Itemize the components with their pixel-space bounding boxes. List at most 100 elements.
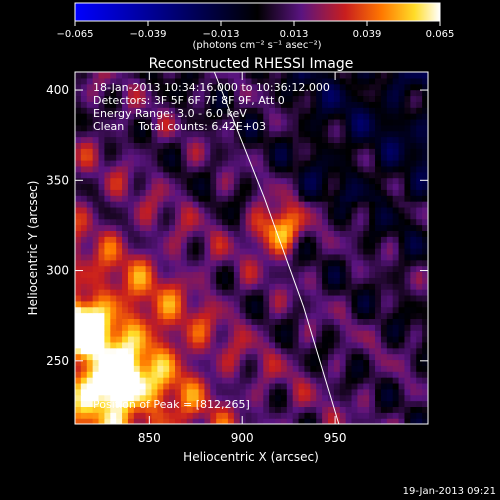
heatmap-cell [239, 242, 247, 249]
heatmap-cell [75, 312, 82, 319]
heatmap-cell [245, 306, 253, 314]
heatmap-cell [98, 77, 106, 85]
heatmap-cell [269, 388, 276, 396]
heatmap-cell [357, 300, 364, 308]
heatmap-cell [304, 83, 311, 91]
heatmap-cell [263, 242, 270, 249]
heatmap-cell [269, 312, 276, 319]
heatmap-cell [304, 382, 311, 390]
heatmap-cell [163, 248, 170, 255]
heatmap-cell [110, 165, 117, 173]
heatmap-cell [210, 171, 217, 179]
heatmap-cell [351, 224, 358, 231]
heatmap-cell [275, 171, 282, 179]
heatmap-cell [422, 377, 428, 384]
heatmap-cell [410, 341, 417, 349]
heatmap-cell [80, 347, 88, 355]
heatmap-cell [327, 130, 335, 138]
heatmap-cell [186, 154, 194, 161]
heatmap-cell [92, 353, 100, 361]
heatmap-cell [304, 236, 311, 243]
heatmap-cell [192, 136, 200, 143]
heatmap-cell [175, 248, 182, 255]
heatmap-cell [86, 72, 94, 79]
heatmap-cell [263, 206, 270, 214]
heatmap-cell [316, 418, 323, 424]
heatmap-cell [216, 77, 223, 85]
heatmap-cell [327, 412, 335, 419]
heatmap-cell [169, 253, 176, 261]
heatmap-cell [410, 324, 417, 331]
heatmap-cell [257, 130, 264, 138]
heatmap-cell [127, 95, 135, 102]
heatmap-cell [422, 312, 428, 319]
heatmap-cell [410, 177, 417, 185]
heatmap-cell [410, 336, 417, 343]
heatmap-cell [239, 148, 247, 155]
heatmap-cell [216, 148, 223, 155]
heatmap-cell [386, 189, 394, 196]
heatmap-cell [139, 371, 147, 378]
heatmap-cell [386, 230, 394, 237]
heatmap-cell [275, 183, 282, 190]
heatmap-cell [286, 324, 294, 331]
heatmap-cell [327, 242, 335, 249]
heatmap-cell [180, 289, 188, 296]
heatmap-cell [351, 259, 358, 267]
heatmap-cell [210, 230, 217, 237]
heatmap-cell [198, 382, 206, 390]
heatmap-cell [422, 118, 428, 126]
heatmap-cell [286, 130, 294, 138]
heatmap-cell [157, 183, 164, 190]
heatmap-cell [357, 113, 364, 120]
heatmap-cell [175, 382, 182, 390]
heatmap-cell [269, 230, 276, 237]
heatmap-cell [339, 406, 347, 413]
heatmap-cell [245, 300, 253, 308]
heatmap-cell [175, 277, 182, 284]
heatmap-cell [351, 95, 358, 102]
heatmap-cell [133, 359, 141, 366]
heatmap-cell [357, 177, 364, 185]
heatmap-cell [127, 118, 135, 126]
heatmap-cell [375, 259, 382, 267]
heatmap-cell [410, 218, 417, 226]
heatmap-cell [80, 118, 88, 126]
heatmap-cell [322, 113, 329, 120]
heatmap-cell [357, 253, 364, 261]
heatmap-cell [369, 171, 376, 179]
heatmap-cell [416, 230, 423, 237]
heatmap-cell [251, 283, 258, 290]
heatmap-cell [345, 154, 353, 161]
heatmap-cell [416, 388, 423, 396]
heatmap-cell [263, 160, 270, 167]
heatmap-cell [339, 271, 347, 278]
heatmap-cell [410, 353, 417, 361]
heatmap-cell [333, 195, 341, 202]
heatmap-cell [410, 294, 417, 302]
heatmap-cell [257, 377, 264, 384]
heatmap-cell [398, 165, 406, 173]
heatmap-cell [280, 306, 288, 314]
heatmap-cell [216, 160, 223, 167]
heatmap-cell [210, 318, 217, 325]
heatmap-cell [151, 224, 158, 231]
colorbar-tick-label: 0.039 [353, 29, 382, 40]
annotation-energy-range: Energy Range: 3.0 - 6.0 keV [93, 107, 247, 120]
heatmap-cell [133, 206, 141, 214]
heatmap-cell [133, 230, 141, 237]
heatmap-cell [280, 289, 288, 296]
heatmap-cell [375, 294, 382, 302]
heatmap-cell [133, 218, 141, 226]
heatmap-cell [180, 347, 188, 355]
heatmap-cell [310, 253, 317, 261]
heatmap-cell [239, 283, 247, 290]
heatmap-cell [369, 148, 376, 155]
heatmap-cell [316, 330, 323, 337]
heatmap-cell [151, 218, 158, 226]
heatmap-cell [275, 72, 282, 79]
heatmap-cell [151, 377, 158, 384]
heatmap-cell [322, 183, 329, 190]
heatmap-cell [251, 347, 258, 355]
heatmap-cell [410, 283, 417, 290]
